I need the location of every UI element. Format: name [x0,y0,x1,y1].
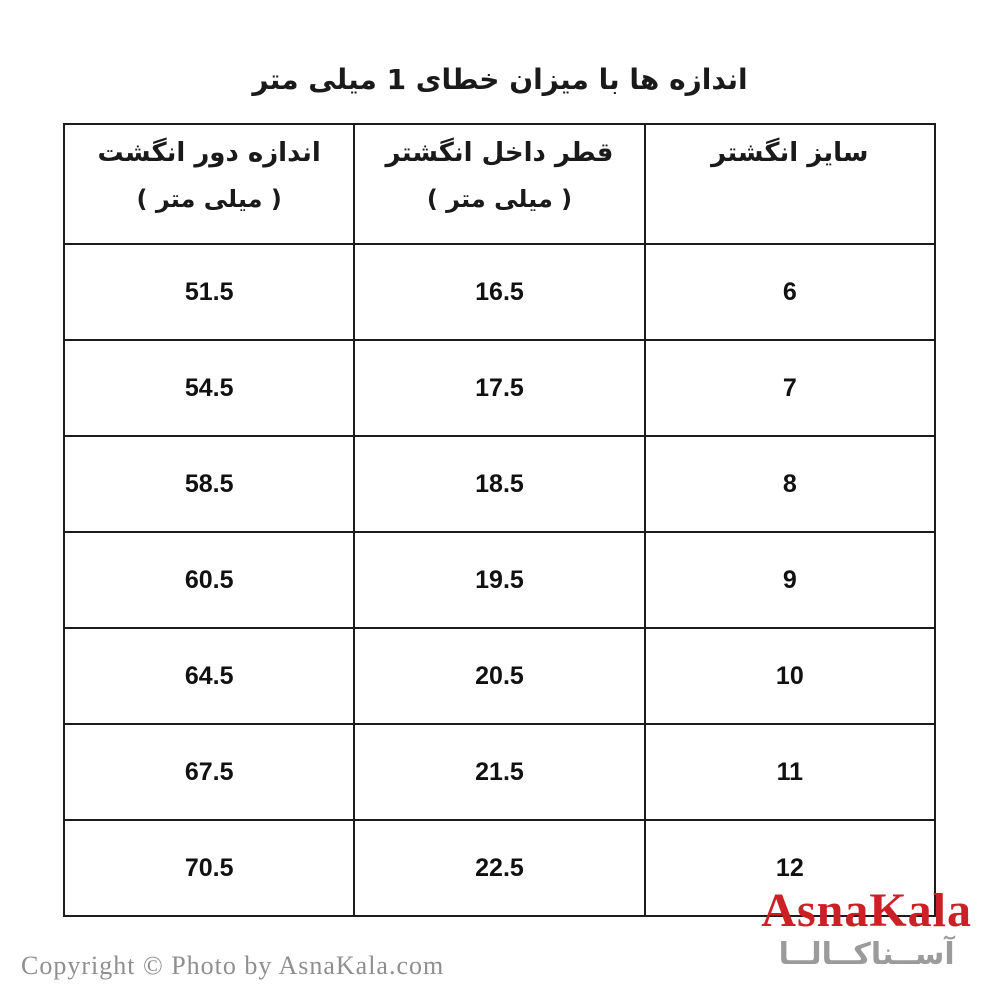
column-header-label: اندازه دور انگشت [97,138,321,168]
cell-ring-size: 11 [643,723,937,821]
table-row: 58.5 18.5 8 [62,435,937,533]
cell-finger-circumference-mm: 64.5 [62,627,356,725]
logo-latin-text: AsnaKala [761,884,972,937]
cell-ring-size: 12 [643,819,937,917]
column-header-label: قطر داخل انگشتر [385,138,614,168]
table-row: 67.5 21.5 11 [62,723,937,821]
cell-inner-diameter-mm: 18.5 [353,435,646,533]
table-row: 60.5 19.5 9 [62,531,937,629]
column-header-label: سایز انگشتر [711,138,869,168]
column-header-ring-size: سایز انگشتر [643,123,937,245]
header-row: اندازه دور انگشت ( میلی متر ) قطر داخل ا… [62,123,937,245]
cell-inner-diameter-mm: 20.5 [353,627,646,725]
page-title: اندازه ها با میزان خطای 1 میلی متر [252,63,748,96]
cell-finger-circumference-mm: 70.5 [62,819,356,917]
cell-ring-size: 6 [643,243,937,341]
logo-persian-text: آســناکــالــا [778,937,955,973]
cell-inner-diameter-mm: 22.5 [353,819,646,917]
cell-inner-diameter-mm: 19.5 [353,531,646,629]
table-row: 64.5 20.5 10 [62,627,937,725]
cell-ring-size: 8 [643,435,937,533]
table-row: 54.5 17.5 7 [62,339,937,437]
column-header-unit: ( میلی متر ) [136,185,282,213]
table-row: 51.5 16.5 6 [62,243,937,341]
ring-size-table: اندازه دور انگشت ( میلی متر ) قطر داخل ا… [62,123,937,917]
cell-inner-diameter-mm: 21.5 [353,723,646,821]
cell-finger-circumference-mm: 54.5 [62,339,356,437]
cell-inner-diameter-mm: 16.5 [353,243,646,341]
cell-finger-circumference-mm: 51.5 [62,243,356,341]
cell-ring-size: 7 [643,339,937,437]
asnakala-logo: AsnaKala آســناکــالــا [761,884,972,973]
column-header-unit: ( میلی متر ) [426,185,573,213]
column-header-finger-circumference: اندازه دور انگشت ( میلی متر ) [62,123,356,245]
cell-finger-circumference-mm: 58.5 [62,435,356,533]
copyright-text: Copyright © Photo by AsnaKala.com [21,951,445,980]
table-row: 70.5 22.5 12 [62,819,937,917]
cell-ring-size: 9 [643,531,937,629]
column-header-inner-diameter: قطر داخل انگشتر ( میلی متر ) [353,123,646,245]
cell-ring-size: 10 [643,627,937,725]
cell-finger-circumference-mm: 60.5 [62,531,356,629]
cell-inner-diameter-mm: 17.5 [353,339,646,437]
cell-finger-circumference-mm: 67.5 [62,723,356,821]
